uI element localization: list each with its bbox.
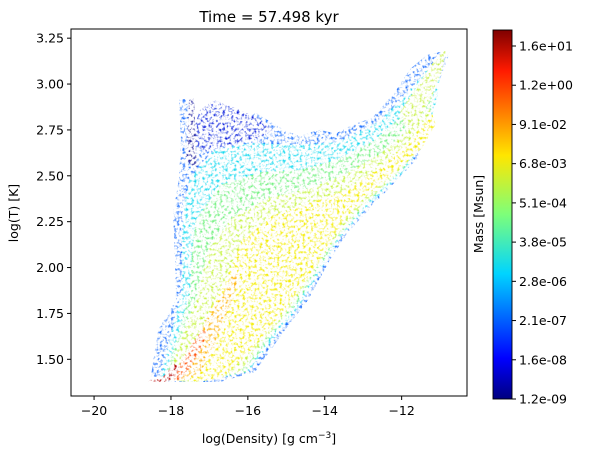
y-tick-label: 2.75 (36, 122, 64, 137)
colorbar-tick-label: 9.1e-02 (519, 117, 567, 132)
chart-title: Time = 57.498 kyr (198, 8, 339, 26)
colorbar-tick-label: 1.6e+01 (519, 39, 573, 54)
heatmap-region-deep-blue (190, 100, 274, 152)
y-tick-label: 1.50 (36, 352, 64, 367)
x-axis-label-close: ] (331, 431, 336, 446)
heatmap-region-navy-streak (186, 98, 197, 170)
colorbar-tick-label: 1.2e-09 (519, 392, 567, 407)
x-axis-label: log(Density) [g cm−3] (202, 431, 336, 446)
y-tick-label: 2.25 (36, 214, 64, 229)
x-tick-label: −20 (81, 403, 107, 418)
x-axis-ticks: −20 −18 −16 −14 −12 (81, 396, 415, 418)
y-axis-ticks: 1.50 1.75 2.00 2.25 2.50 2.75 3.00 3.25 (36, 31, 71, 367)
axes-frame (70, 28, 468, 397)
heatmap-region-dark-red-tip (146, 364, 180, 382)
x-axis-label-exponent: −3 (318, 431, 331, 441)
x-tick-label: −12 (388, 403, 414, 418)
axes (70, 28, 468, 397)
y-tick-label: 3.25 (36, 31, 64, 46)
y-tick-label: 3.00 (36, 77, 64, 92)
colorbar-tick-label: 5.1e-04 (519, 195, 567, 210)
colorbar-tick-label: 1.2e+00 (519, 78, 573, 93)
heatmap-region-red-core (172, 330, 208, 381)
x-axis-label-main: log(Density) [g cm (202, 431, 318, 446)
heatmap-region-hot-tip (400, 50, 446, 132)
heatmap-layer (146, 50, 450, 382)
heatmap-region-main-ridge (186, 114, 436, 382)
x-tick-label: −18 (158, 403, 184, 418)
colorbar-gradient (492, 29, 513, 400)
colorbar-label: Mass [Msun] (471, 175, 486, 253)
colorbar-tick-label: 3.8e-05 (519, 235, 567, 250)
colorbar-tick-label: 2.8e-06 (519, 274, 567, 289)
colorbar-tick-label: 1.6e-08 (519, 352, 567, 367)
y-tick-label: 1.75 (36, 306, 64, 321)
colorbar-tick-label: 2.1e-07 (519, 313, 567, 328)
y-axis-label: log(T) [K] (6, 184, 21, 242)
x-tick-label: −14 (312, 403, 338, 418)
x-tick-label: −16 (235, 403, 261, 418)
y-tick-label: 2.00 (36, 260, 64, 275)
y-tick-label: 2.50 (36, 168, 64, 183)
colorbar: 1.2e-09 1.6e-08 2.1e-07 2.8e-06 3.8e-05 5.1e-… (471, 29, 573, 407)
colorbar-tick-label: 6.8e-03 (519, 156, 567, 171)
colorbar-ticks: 1.2e-09 1.6e-08 2.1e-07 2.8e-06 3.8e-05 5.1e-… (512, 39, 573, 407)
